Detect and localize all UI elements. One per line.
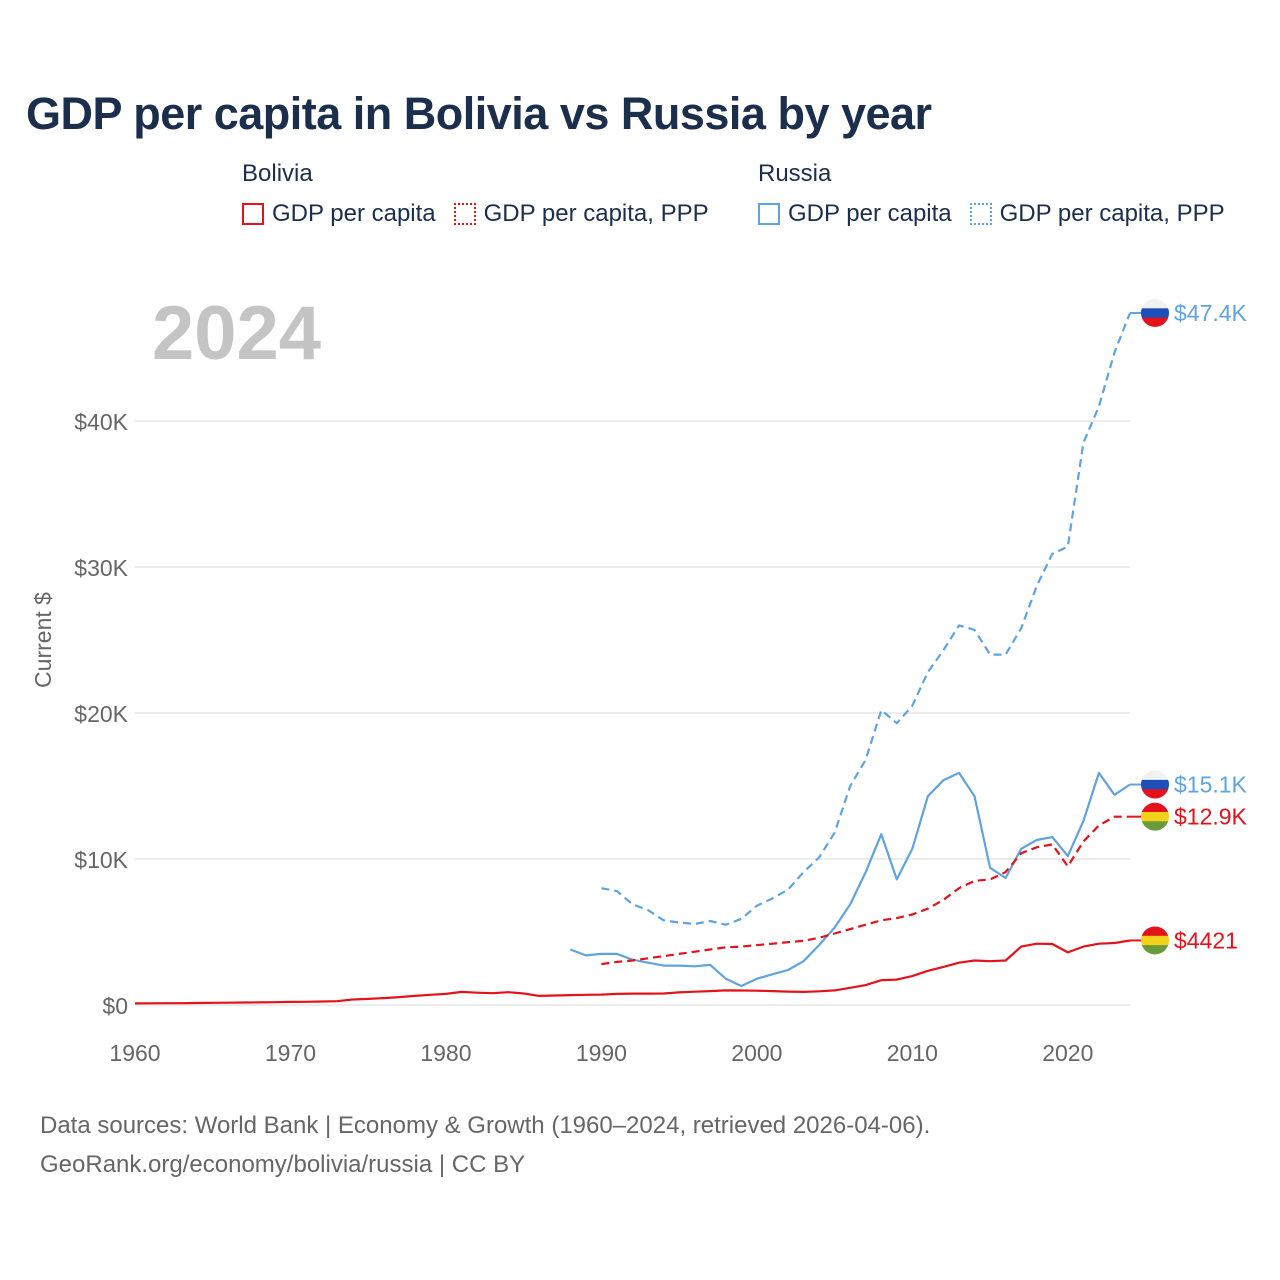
series: [134, 311, 1141, 1005]
russia-flag-icon: [1141, 298, 1169, 327]
legend-swatch-solid-icon: [242, 203, 264, 225]
legend-label: GDP per capita, PPP: [999, 200, 1225, 227]
bolivia-flag-icon: [1141, 802, 1169, 831]
x-tick-label: 1970: [265, 1040, 316, 1066]
bolivia-flag-icon: [1141, 926, 1169, 955]
legend-swatch-dotted-icon: [453, 203, 476, 225]
footer-link[interactable]: GeoRank.org/economy/bolivia/russia | CC …: [40, 1151, 526, 1178]
legend-item-russia-ppp[interactable]: GDP per capita, PPP: [969, 200, 1225, 228]
legend-swatch-solid-icon: [758, 203, 780, 225]
y-tick-label: $30K: [74, 555, 128, 581]
x-tick-label: 2000: [731, 1040, 782, 1066]
x-tick-label: 1960: [109, 1040, 160, 1066]
chart-title: GDP per capita in Bolivia vs Russia by y…: [26, 88, 932, 139]
footer: Data sources: World Bank | Economy & Gro…: [40, 1106, 930, 1184]
y-tick-label: $0: [102, 993, 128, 1019]
series-line-bolivia-gdp-per-capita[interactable]: [134, 939, 1131, 1005]
legend-country-bolivia: Bolivia: [242, 160, 313, 187]
series-line-russia-gdp-per-capita-ppp[interactable]: [601, 312, 1132, 926]
x-tick-label: 2020: [1042, 1040, 1093, 1066]
legend-item-bolivia-ppp[interactable]: GDP per capita, PPP: [453, 200, 709, 228]
legend-russia: Russia GDP per capita GDP per capita, PP…: [758, 160, 1225, 228]
x-tick-label: 1990: [576, 1040, 627, 1066]
end-value-label: $15.1K: [1174, 772, 1248, 798]
y-axis: $0 $10K $20K $30K $40K: [74, 409, 128, 1019]
legend-label: GDP per capita: [272, 200, 436, 227]
year-watermark: 2024: [152, 291, 322, 376]
end-value-label: $12.9K: [1174, 804, 1248, 830]
end-labels: $47.4K $15.1K $12.9K $4421: [1141, 298, 1248, 955]
y-tick-label: $40K: [74, 409, 128, 435]
series-line-bolivia-gdp-per-capita-ppp[interactable]: [601, 815, 1130, 966]
y-tick-label: $10K: [74, 847, 128, 873]
russia-flag-icon: [1141, 770, 1169, 799]
legend-item-russia-gdp[interactable]: GDP per capita: [758, 200, 952, 228]
x-tick-label: 2010: [887, 1040, 938, 1066]
y-tick-label: $20K: [74, 701, 128, 727]
legend-label: GDP per capita: [788, 200, 952, 227]
y-axis-label: Current $: [30, 592, 56, 688]
legend-country-russia: Russia: [758, 160, 832, 187]
series-line-russia-gdp-per-capita[interactable]: [569, 771, 1131, 988]
legend-swatch-dotted-icon: [969, 203, 992, 225]
x-axis: 1960 1970 1980 1990 2000 2010 2020: [109, 1040, 1093, 1066]
end-value-label: $4421: [1174, 927, 1238, 953]
gridlines: [135, 420, 1130, 1006]
legend-bolivia: Bolivia GDP per capita GDP per capita, P…: [242, 160, 709, 228]
legend-label: GDP per capita, PPP: [483, 200, 709, 227]
x-tick-label: 1980: [420, 1040, 471, 1066]
legend-item-bolivia-gdp[interactable]: GDP per capita: [242, 200, 436, 228]
footer-sources: Data sources: World Bank | Economy & Gro…: [40, 1112, 931, 1139]
end-value-label: $47.4K: [1174, 300, 1248, 326]
